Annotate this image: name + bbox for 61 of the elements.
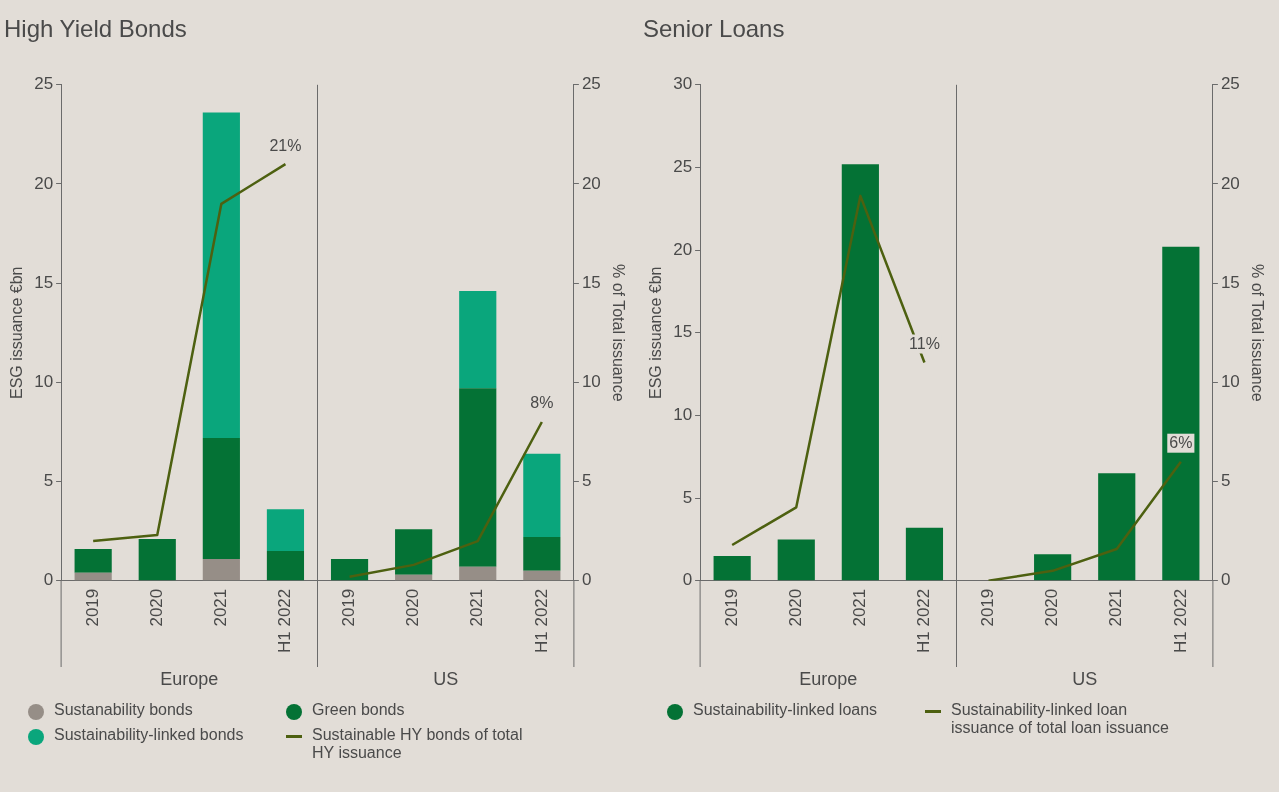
x-tick-label: 2020 xyxy=(146,588,166,627)
data-label: 21% xyxy=(269,136,302,154)
text: Europe xyxy=(799,668,858,689)
legend-label: Sustainable HY bonds of total HY issuance xyxy=(312,726,524,762)
x-tick-label: H1 2022 xyxy=(531,588,551,654)
x-tick-label: 2019 xyxy=(339,588,359,627)
data-label: 6% xyxy=(1169,434,1193,452)
x-tick-label: 2021 xyxy=(211,588,231,627)
y-tick-label: 0 xyxy=(43,570,54,590)
x-tick-label: 2021 xyxy=(1106,588,1126,627)
y-axis-title: ESG issuance €bn xyxy=(8,266,26,400)
x-tick-label: 2019 xyxy=(978,588,998,627)
data-label: 11% xyxy=(909,334,940,352)
y2-axis-title: % of Total issuance xyxy=(1248,263,1266,402)
y-tick-label: 15 xyxy=(34,272,54,292)
y-tick-label: 15 xyxy=(673,322,693,342)
y2-tick-label: 0 xyxy=(581,570,592,590)
y-tick-label: 20 xyxy=(34,173,54,193)
text: US xyxy=(433,668,459,689)
y2-tick-label: 15 xyxy=(581,272,601,292)
y-tick-label: 0 xyxy=(682,570,693,590)
chart-title: High Yield Bonds xyxy=(4,15,187,43)
x-tick-label: 2020 xyxy=(1042,588,1062,627)
y2-tick-label: 25 xyxy=(1220,74,1240,94)
y2-tick-label: 15 xyxy=(1220,272,1240,292)
data-label: 8% xyxy=(530,394,554,412)
x-tick-label: 2019 xyxy=(721,588,741,627)
y-tick-label: 10 xyxy=(673,405,693,425)
y2-axis-title: % of Total issuance xyxy=(609,263,627,402)
x-tick-label: H1 2022 xyxy=(1170,588,1190,654)
y-tick-label: 30 xyxy=(673,74,693,94)
legend-label: Sustainability-linked bonds xyxy=(54,726,244,744)
x-tick-label: 2020 xyxy=(785,588,805,627)
y2-tick-label: 20 xyxy=(581,173,601,193)
y-tick-label: 20 xyxy=(673,239,693,259)
y2-tick-label: 10 xyxy=(581,372,601,392)
y-tick-label: 10 xyxy=(34,372,54,392)
x-tick-label: H1 2022 xyxy=(914,588,934,654)
legend-label: Sustainability-linked loan issuance of total loan issuance xyxy=(951,701,1170,737)
y2-tick-label: 0 xyxy=(1220,570,1231,590)
y2-tick-label: 20 xyxy=(1220,173,1240,193)
x-tick-label: 2021 xyxy=(467,588,487,627)
y2-tick-label: 5 xyxy=(581,471,592,491)
x-tick-label: 2021 xyxy=(850,588,870,627)
chart-title: Senior Loans xyxy=(643,15,785,43)
y2-tick-label: 25 xyxy=(581,74,601,94)
legend-label: Green bonds xyxy=(312,701,405,719)
y-tick-label: 5 xyxy=(43,471,54,491)
y2-tick-label: 10 xyxy=(1220,372,1240,392)
text: Europe xyxy=(160,668,219,689)
legend-label: Sustanability bonds xyxy=(54,701,193,719)
y-axis-title: ESG issuance €bn xyxy=(647,266,665,400)
x-tick-label: 2020 xyxy=(403,588,423,627)
x-tick-label: 2019 xyxy=(82,588,102,627)
x-tick-label: H1 2022 xyxy=(275,588,295,654)
text: US xyxy=(1072,668,1098,689)
y-tick-label: 25 xyxy=(673,157,693,177)
legend-label: Sustainability-linked loans xyxy=(693,701,878,719)
y2-tick-label: 5 xyxy=(1220,471,1231,491)
y-tick-label: 25 xyxy=(34,74,54,94)
y-tick-label: 5 xyxy=(682,487,693,507)
